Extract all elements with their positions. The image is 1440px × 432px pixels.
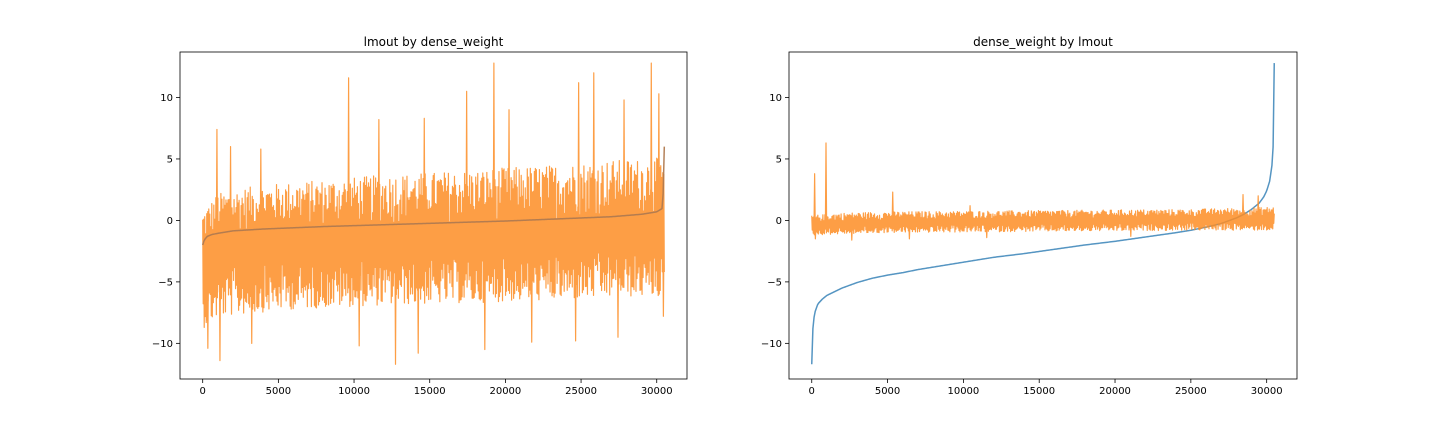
- chart-right-ytick-label: 10: [769, 93, 782, 104]
- chart-left-ytick-label: −5: [158, 277, 173, 288]
- chart-left-xtick-label: 30000: [641, 386, 673, 397]
- chart-right-xtick-label: 0: [809, 386, 815, 397]
- chart-right-xtick-label: 15000: [1023, 386, 1055, 397]
- chart-left-xtick-label: 15000: [414, 386, 446, 397]
- chart-right-ytick-label: 5: [776, 154, 782, 165]
- chart-left-frame: [179, 51, 688, 380]
- chart-right-frame: [788, 51, 1298, 380]
- chart-left-ytick-label: 10: [160, 93, 173, 104]
- chart-right-series-1-line: [811, 142, 1275, 241]
- chart-right: dense_weight by lmout 0 5000 10000 15000 200…: [761, 35, 1298, 397]
- chart-left-ytick-label: 5: [167, 154, 173, 165]
- chart-left-series-1-line: [201, 146, 666, 246]
- chart-right-ytick-label: −5: [767, 277, 782, 288]
- chart-left-xtick-label: 0: [200, 386, 206, 397]
- chart-left-series-0-line: [202, 62, 665, 365]
- chart-left-ytick-label: −10: [152, 339, 173, 350]
- chart-right-xtick-label: 25000: [1175, 386, 1207, 397]
- chart-left-ytick-label: 0: [167, 216, 173, 227]
- chart-left-xtick-label: 20000: [489, 386, 521, 397]
- chart-left-xtick-label: 25000: [565, 386, 597, 397]
- chart-right-xtick-label: 5000: [875, 386, 900, 397]
- chart-right-ytick-label: 0: [776, 216, 782, 227]
- chart-right-xtick-label: 20000: [1099, 386, 1131, 397]
- chart-left-xtick-label: 10000: [338, 386, 370, 397]
- chart-left-xtick-label: 5000: [266, 386, 291, 397]
- chart-left-title: lmout by dense_weight: [364, 35, 504, 49]
- chart-right-title: dense_weight by lmout: [973, 35, 1113, 49]
- chart-left: lmout by dense_weight 0 5000 10000 15000 200…: [152, 35, 688, 397]
- chart-right-ytick-label: −10: [761, 339, 782, 350]
- chart-right-xtick-label: 10000: [947, 386, 979, 397]
- chart-right-xtick-label: 30000: [1251, 386, 1283, 397]
- chart-right-series-0-line: [811, 63, 1275, 365]
